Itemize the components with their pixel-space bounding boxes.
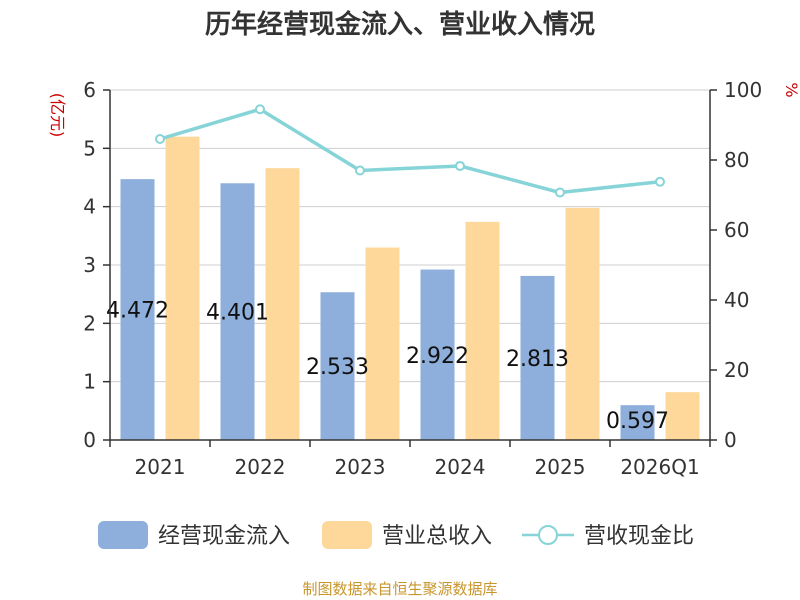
gridlines bbox=[110, 89, 710, 383]
bar-revenue bbox=[665, 392, 700, 440]
x-tick-label: 2022 bbox=[235, 455, 286, 479]
bar-revenue bbox=[265, 168, 300, 440]
chart-title: 历年经营现金流入、营业收入情况 bbox=[205, 9, 595, 40]
line-series bbox=[155, 104, 665, 198]
right-tick-label: 100 bbox=[724, 78, 762, 102]
legend-marker-cash-ratio bbox=[538, 525, 558, 545]
right-tick-label: 20 bbox=[724, 358, 749, 382]
bar-cash-inflow bbox=[120, 179, 155, 440]
legend-swatch-revenue bbox=[322, 521, 372, 549]
line-point bbox=[255, 104, 265, 115]
bar-cash-inflow bbox=[620, 405, 655, 440]
left-axis-unit: (亿元) bbox=[48, 93, 67, 138]
legend-label-cash-inflow: 经营现金流入 bbox=[158, 524, 290, 549]
x-tick-label: 2026Q1 bbox=[620, 455, 699, 479]
legend-label-revenue: 营业总收入 bbox=[382, 524, 492, 549]
line-point bbox=[455, 160, 465, 171]
line-point bbox=[155, 134, 165, 144]
data-label: 4.401 bbox=[206, 301, 269, 326]
line-point bbox=[355, 165, 365, 176]
data-labels: 4.472 4.401 2.533 2.922 2.813 0.597 bbox=[106, 299, 669, 435]
left-tick-label: 6 bbox=[83, 78, 96, 102]
data-label: 2.813 bbox=[506, 347, 569, 372]
bar-cash-inflow bbox=[320, 292, 355, 440]
x-tick-label: 2025 bbox=[535, 455, 586, 479]
bar-cash-inflow bbox=[420, 269, 455, 440]
x-tick-label: 2021 bbox=[135, 455, 186, 479]
x-tick-label: 2024 bbox=[435, 455, 486, 479]
line-point bbox=[555, 187, 565, 198]
right-tick-label: 0 bbox=[724, 428, 737, 452]
data-label: 4.472 bbox=[106, 299, 169, 324]
source-note: 制图数据来自恒生聚源数据库 bbox=[302, 580, 497, 598]
left-tick-label: 1 bbox=[83, 370, 96, 394]
left-tick-label: 2 bbox=[83, 311, 96, 335]
bar-cash-inflow bbox=[220, 183, 255, 440]
x-tick-label: 2023 bbox=[335, 455, 386, 479]
legend-label-cash-ratio: 营收现金比 bbox=[584, 524, 694, 549]
bar-revenue bbox=[365, 247, 400, 440]
legend-swatch-cash-inflow bbox=[98, 521, 148, 549]
data-label: 2.533 bbox=[306, 355, 369, 380]
data-label: 2.922 bbox=[406, 344, 469, 369]
right-axis-unit: % bbox=[782, 82, 800, 97]
left-tick-label: 3 bbox=[83, 253, 96, 277]
line-cash-ratio bbox=[159, 107, 661, 195]
bar-cash-inflow bbox=[520, 275, 555, 440]
right-tick-label: 80 bbox=[724, 148, 749, 172]
bar-revenue bbox=[565, 207, 600, 440]
left-tick-label: 0 bbox=[83, 428, 96, 452]
left-tick-label: 5 bbox=[83, 136, 96, 160]
left-tick-label: 4 bbox=[83, 195, 96, 219]
data-label: 0.597 bbox=[606, 409, 669, 434]
line-point bbox=[655, 176, 665, 187]
right-tick-label: 40 bbox=[724, 288, 749, 312]
right-tick-label: 60 bbox=[724, 218, 749, 242]
bar-revenue bbox=[465, 221, 500, 440]
bar-revenue bbox=[165, 136, 200, 440]
legend: 经营现金流入 营业总收入 营收现金比 bbox=[98, 521, 694, 549]
bars bbox=[120, 136, 700, 440]
